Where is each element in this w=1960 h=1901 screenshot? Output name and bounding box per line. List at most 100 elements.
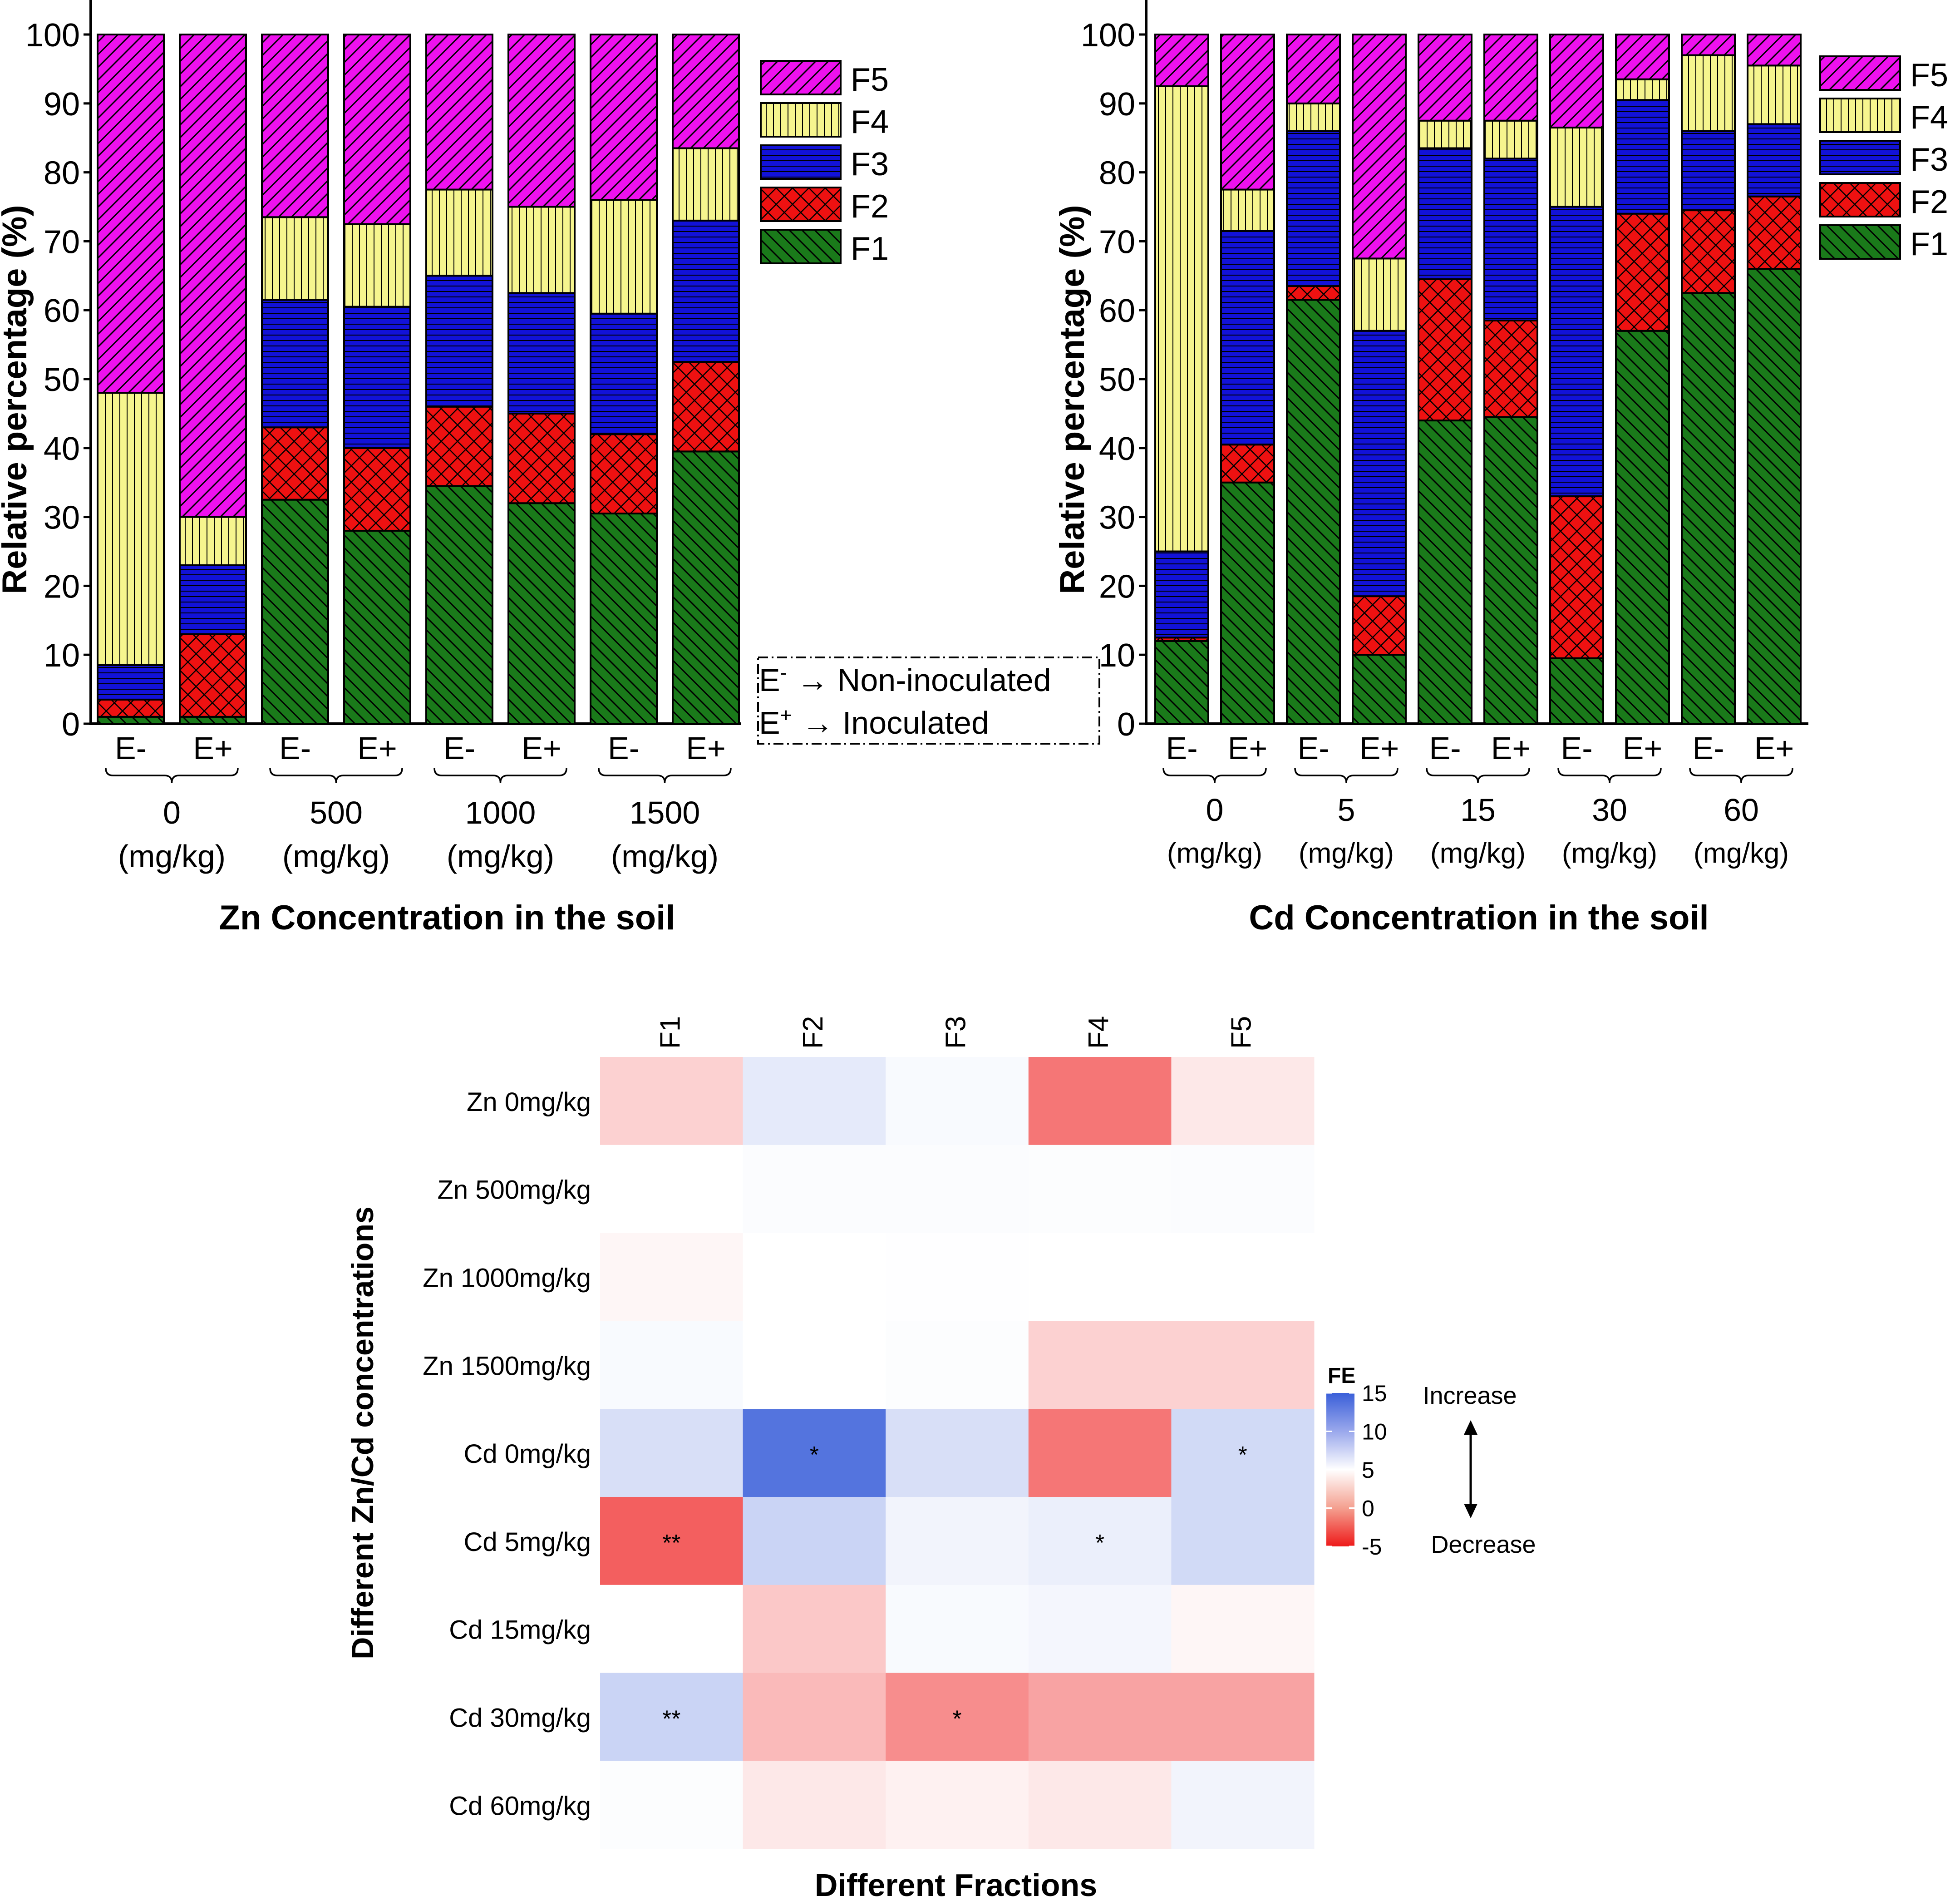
bar-segment-f5	[1352, 34, 1407, 260]
group-unit-label: (mg/kg)	[1562, 838, 1657, 869]
bar-segment-f5	[179, 34, 247, 518]
heatmap-cell	[600, 1321, 744, 1409]
heatmap-row-label: Cd 0mg/kg	[464, 1439, 591, 1469]
group-unit-label: (mg/kg)	[1694, 838, 1789, 869]
y-tick-label: 10	[1099, 637, 1135, 674]
bar-segment-f2	[261, 426, 329, 501]
group-bracket	[1294, 768, 1399, 783]
heatmap-cell	[1028, 1761, 1172, 1849]
heatmap-row-label: Zn 500mg/kg	[437, 1175, 591, 1205]
significance-marker: *	[1238, 1442, 1247, 1468]
legend-swatch-f2	[1819, 182, 1901, 217]
heatmap-cell	[886, 1057, 1029, 1146]
bar-segment-f3	[1286, 130, 1341, 287]
bar-segment-f4	[1220, 188, 1275, 232]
bar-segment-f5	[1154, 34, 1209, 87]
bar-label: E+	[1228, 731, 1268, 766]
note-line-inoculated: E+ → Inoculated	[759, 704, 989, 741]
group-value-label: 5	[1338, 792, 1355, 828]
bar-segment-f3	[1681, 130, 1736, 212]
group-value-label: 1500	[630, 795, 700, 830]
bar-segment-f3	[1747, 123, 1802, 198]
bar-segment-f1	[590, 513, 658, 725]
heatmap-cell	[743, 1409, 886, 1497]
legend-label-f4: F4	[851, 104, 889, 140]
bar-segment-f2	[1418, 278, 1472, 422]
heatmap-column-label: F3	[941, 1016, 972, 1049]
legend-label-f1: F1	[1910, 226, 1948, 262]
cd-y-ticks: 0 10 20 30 40 50 60 70 80 90 100	[1081, 17, 1146, 743]
y-tick-label: 60	[1099, 293, 1135, 329]
y-tick-label: 50	[1099, 362, 1135, 398]
bar-segment-f2	[425, 405, 493, 487]
heatmap-cell	[1171, 1321, 1315, 1409]
note-e-letter-2: E	[759, 705, 780, 741]
bar-segment-f5	[590, 34, 658, 201]
bar-segment-f1	[1418, 420, 1472, 725]
group-bracket	[105, 768, 239, 783]
heatmap-row-label: Cd 30mg/kg	[449, 1703, 591, 1733]
heatmap-cell	[1171, 1585, 1315, 1674]
bar-segment-f3	[507, 292, 576, 415]
bar-segment-f1	[672, 450, 740, 725]
colorbar-title: FE	[1328, 1364, 1355, 1388]
y-tick-label: 0	[1117, 706, 1135, 743]
heatmap-cell	[1171, 1409, 1315, 1497]
heatmap-cell	[600, 1145, 744, 1234]
y-tick-label: 100	[1081, 17, 1135, 54]
bar-segment-f4	[1352, 257, 1407, 332]
group-unit-label: (mg/kg)	[118, 839, 226, 874]
zn-y-axis-title: Relative percentage (%)	[0, 205, 34, 594]
note-text-1: → Non-inoculated	[797, 662, 1051, 698]
heatmap-column-label: F1	[655, 1016, 686, 1049]
heatmap-cell	[1028, 1233, 1172, 1321]
bar-label: E+	[686, 731, 726, 766]
bar-segment-f3	[1615, 99, 1670, 215]
bar-segment-f1	[425, 485, 493, 725]
group-unit-label: (mg/kg)	[1299, 838, 1394, 869]
heatmap-cell	[1028, 1057, 1172, 1146]
legend-swatch-f4	[1819, 98, 1901, 133]
heatmap-cell	[600, 1497, 744, 1585]
bar-segment-f4	[179, 516, 247, 566]
bar-label: E-	[1693, 731, 1724, 766]
bar-segment-f1	[1352, 654, 1407, 725]
bar-segment-f3	[97, 664, 165, 701]
bar-segment-f5	[1418, 34, 1472, 122]
legend-label-f5: F5	[1910, 57, 1948, 94]
bar-segment-f1	[1615, 330, 1670, 725]
legend-label-f2: F2	[851, 188, 889, 225]
heatmap-cell	[743, 1497, 886, 1585]
bar-segment-f4	[1286, 102, 1341, 132]
bar-segment-f4	[1615, 78, 1670, 101]
arrow-down-head	[1464, 1504, 1477, 1518]
zn-y-ticks: 0 10 20 30 40 50 60 70 80 90 100	[25, 17, 91, 743]
bar-segment-f2	[1286, 285, 1341, 301]
group-value-label: 500	[310, 795, 363, 830]
bar-segment-f2	[590, 433, 658, 515]
heatmap-cell	[886, 1497, 1029, 1585]
colorbar: FE 15 10 5 0 -5	[1326, 1364, 1387, 1560]
zn-group-labels: 0 (mg/kg) 500 (mg/kg) 1000 (mg/kg) 1500 (mg/kg)	[105, 768, 732, 874]
heatmap-cell	[743, 1145, 886, 1234]
bar-segment-f5	[1747, 34, 1802, 67]
bar-segment-f5	[97, 34, 165, 394]
legend-label-f2: F2	[1910, 184, 1948, 220]
legend-swatch-f5	[760, 60, 842, 95]
bar-label: E-	[115, 731, 147, 766]
bar-segment-f4	[1154, 85, 1209, 553]
heatmap-cell	[886, 1673, 1029, 1761]
legend-label-f1: F1	[851, 231, 889, 267]
heatmap-cell	[886, 1233, 1029, 1321]
bar-segment-f1	[1286, 299, 1341, 725]
heatmap-cell	[743, 1321, 886, 1409]
zn-bars	[97, 34, 740, 725]
y-tick-label: 70	[1099, 224, 1135, 260]
group-bracket	[598, 768, 732, 783]
note-e-letter-1: E	[759, 662, 780, 698]
cd-y-axis-title: Relative percentage (%)	[1053, 205, 1092, 594]
colorbar-tick-label: 10	[1362, 1419, 1387, 1445]
legend-swatch-f1	[760, 229, 842, 264]
group-bracket	[1689, 768, 1793, 783]
